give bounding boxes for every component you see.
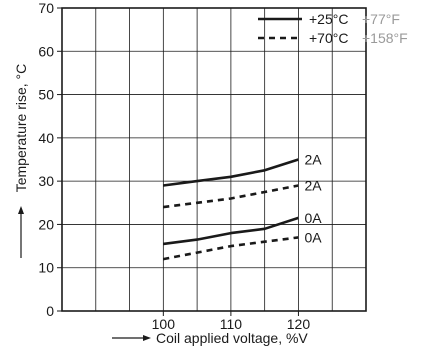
x-axis-title: Coil applied voltage, %V <box>112 330 308 346</box>
series-line-2a-dashed <box>163 184 299 209</box>
x-tick-label: 100 <box>152 316 176 332</box>
legend-label-70c: +70°C <box>309 30 348 46</box>
x-tick-label: 110 <box>220 316 243 332</box>
y-tick-labels: 0 10 20 30 40 50 60 70 <box>38 0 62 319</box>
y-axis-arrow-head <box>18 206 24 214</box>
series-labels: 2A 2A 0A 0A <box>304 152 322 246</box>
x-tick-label: 120 <box>287 316 311 332</box>
y-axis-title: Temperature rise, °C <box>13 64 29 258</box>
legend: +25°C +77°F +70°C +158°F <box>258 11 408 46</box>
legend-note-158f: +158°F <box>362 30 408 46</box>
series-lines <box>163 158 299 261</box>
series-label-2a-dashed: 2A <box>304 177 322 193</box>
y-tick-label: 20 <box>38 216 54 232</box>
x-axis-label: Coil applied voltage, %V <box>156 330 308 346</box>
x-axis-arrow-head <box>143 335 151 341</box>
y-tick-label: 50 <box>38 87 54 103</box>
y-tick-label: 30 <box>38 173 54 189</box>
y-tick-label: 0 <box>46 303 54 319</box>
y-axis-label: Temperature rise, °C <box>13 64 29 193</box>
y-tick-label: 70 <box>38 0 54 16</box>
legend-label-25c: +25°C <box>309 11 348 27</box>
series-label-0a-solid: 0A <box>304 210 322 226</box>
y-tick-label: 40 <box>38 130 54 146</box>
series-line-0a-solid <box>163 216 299 246</box>
series-label-2a-solid: 2A <box>304 152 322 168</box>
series-label-0a-dashed: 0A <box>304 229 322 245</box>
series-line-2a-solid <box>163 158 299 187</box>
y-tick-label: 60 <box>38 43 54 59</box>
plot-area-frame <box>61 7 367 312</box>
grid <box>62 8 366 311</box>
y-tick-label: 10 <box>38 260 54 276</box>
legend-note-77f: +77°F <box>362 11 400 27</box>
series-line-0a-dashed <box>163 236 299 261</box>
x-tick-labels: 100 110 120 <box>152 311 311 332</box>
